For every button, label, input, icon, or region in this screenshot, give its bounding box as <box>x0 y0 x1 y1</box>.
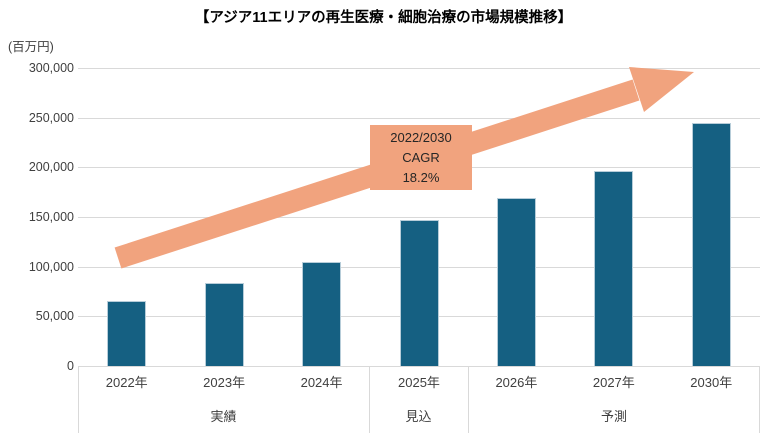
gridline <box>78 217 760 218</box>
y-tick: 150,000 <box>28 210 74 224</box>
x-tick-year: 2026年 <box>495 375 538 390</box>
category-separator <box>468 366 469 433</box>
category-separator <box>369 366 370 433</box>
y-tick: 50,000 <box>35 309 74 324</box>
plot-area <box>78 68 760 367</box>
x-tick-year: 2022年 <box>105 375 148 390</box>
group-label-forecast: 予測 <box>600 409 627 424</box>
category-separator <box>759 366 760 433</box>
group-label-estimate: 見込 <box>405 409 432 424</box>
x-axis-group-labels: 実績 見込 予測 <box>78 409 760 425</box>
y-tick: 300,000 <box>28 61 74 75</box>
cagr-line-value: 18.2% <box>402 169 440 185</box>
cagr-annotation: 2022/2030 CAGR 18.2% <box>370 125 472 190</box>
bar-2025年 <box>399 219 439 366</box>
y-tick: 250,000 <box>28 110 74 125</box>
x-tick-year: 2030年 <box>690 375 733 390</box>
bar-2024年 <box>302 261 342 366</box>
gridline <box>78 68 760 69</box>
x-tick-year: 2025年 <box>398 375 440 390</box>
x-tick-year: 2024年 <box>300 375 343 390</box>
category-separator <box>78 366 79 433</box>
y-tick: 200,000 <box>28 160 74 175</box>
y-axis-tick-labels: 300,000 250,000 200,000 150,000 100,000 … <box>0 0 74 438</box>
bar-2026年 <box>496 198 536 366</box>
x-tick-year: 2027年 <box>592 375 635 390</box>
chart-title: 【アジア11エリアの再生医療・細胞治療の市場規模推移】 <box>194 10 573 26</box>
bar-2022年 <box>107 301 147 366</box>
x-axis-year-labels: 2022年 2023年 2024年 2025年 2026年 2027年 2030… <box>78 375 760 391</box>
group-label-actual: 実績 <box>210 409 237 424</box>
cagr-line-label: CAGR <box>402 149 440 165</box>
bar-2023年 <box>204 282 244 366</box>
y-tick: 0 <box>67 359 74 373</box>
gridline <box>78 117 760 119</box>
bar-2027年 <box>594 171 634 366</box>
y-axis-unit-label: (百万円) <box>8 40 54 54</box>
cagr-line-period: 2022/2030 <box>390 129 452 145</box>
bar-2030年 <box>691 122 731 366</box>
y-tick: 100,000 <box>28 259 74 274</box>
x-tick-year: 2023年 <box>203 375 246 390</box>
